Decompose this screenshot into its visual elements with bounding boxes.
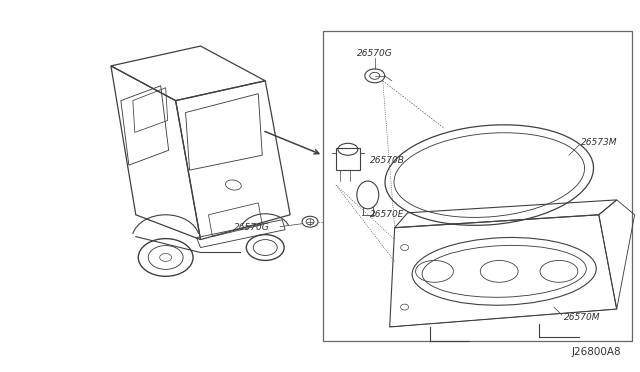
- Text: 26570B: 26570B: [370, 156, 404, 165]
- Text: 26570G: 26570G: [357, 48, 392, 58]
- Bar: [336, 148, 360, 170]
- Text: 26570M: 26570M: [564, 312, 600, 321]
- Text: 26570G: 26570G: [234, 223, 270, 232]
- Text: 26573M: 26573M: [581, 138, 618, 147]
- Text: 26570E: 26570E: [370, 210, 404, 219]
- Text: J26800A8: J26800A8: [571, 347, 621, 357]
- Bar: [323, 31, 632, 341]
